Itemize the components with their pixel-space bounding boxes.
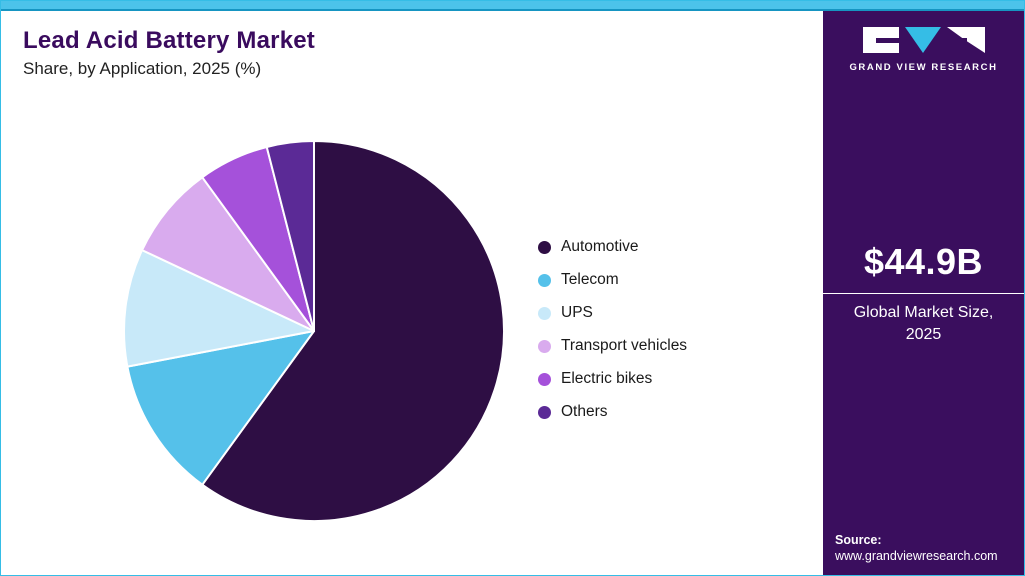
- legend-label: Telecom: [561, 271, 619, 288]
- brand-name: GRAND VIEW RESEARCH: [849, 62, 998, 73]
- legend-dot-icon: [538, 372, 551, 386]
- legend-dot-icon: [538, 339, 551, 353]
- page-subtitle: Share, by Application, 2025 (%): [23, 59, 262, 78]
- chart-area: Lead Acid Battery Market Share, by Appli…: [1, 1, 823, 575]
- market-size-value: $44.9B: [863, 241, 984, 282]
- legend-item-telecom: Telecom: [538, 270, 687, 290]
- legend-dot-icon: [538, 240, 551, 254]
- page-title: Lead Acid Battery Market: [23, 27, 316, 54]
- pie-chart: [123, 140, 505, 522]
- legend-item-electric-bikes: Electric bikes: [538, 369, 687, 389]
- sidebar: GRAND VIEW RESEARCH $44.9B Global Market…: [823, 1, 1024, 575]
- legend-item-ups: UPS: [538, 303, 687, 323]
- legend-item-automotive: Automotive: [538, 237, 687, 257]
- source-block: Source: www.grandviewresearch.com: [835, 533, 998, 563]
- market-size-label-line2: 2025: [905, 325, 942, 343]
- brand-logo-block: GRAND VIEW RESEARCH: [823, 25, 1024, 73]
- market-size-label: Global Market Size, 2025: [823, 302, 1024, 345]
- source-url: www.grandviewresearch.com: [835, 549, 998, 563]
- legend-dot-icon: [538, 273, 551, 287]
- legend-label: Electric bikes: [561, 370, 653, 387]
- market-size-label-line1: Global Market Size,: [853, 304, 994, 321]
- pie-chart-container: [122, 139, 506, 523]
- pie-slice-others: [265, 140, 315, 332]
- pie-slice-telecom: [126, 330, 315, 486]
- pie-slice-ups: [123, 249, 315, 368]
- pie-slice-transport-vehicles: [141, 176, 315, 332]
- legend-label: Automotive: [561, 238, 639, 255]
- market-size-block: $44.9B Global Market Size, 2025: [823, 241, 1024, 345]
- grand-view-research-logo-icon: [862, 27, 985, 53]
- legend-dot-icon: [538, 306, 551, 320]
- market-size-divider: [823, 293, 1024, 294]
- source-label: Source:: [835, 533, 882, 547]
- legend-dot-icon: [538, 405, 551, 419]
- legend: Automotive Telecom UPS Transport vehicles El…: [538, 237, 687, 422]
- legend-label: Transport vehicles: [561, 337, 688, 354]
- legend-label: Others: [561, 403, 608, 420]
- legend-label: UPS: [561, 304, 593, 321]
- legend-item-transport-vehicles: Transport vehicles: [538, 336, 687, 356]
- top-accent-bar: [1, 1, 1024, 11]
- pie-slice-automotive: [201, 140, 505, 522]
- legend-item-others: Others: [538, 402, 687, 422]
